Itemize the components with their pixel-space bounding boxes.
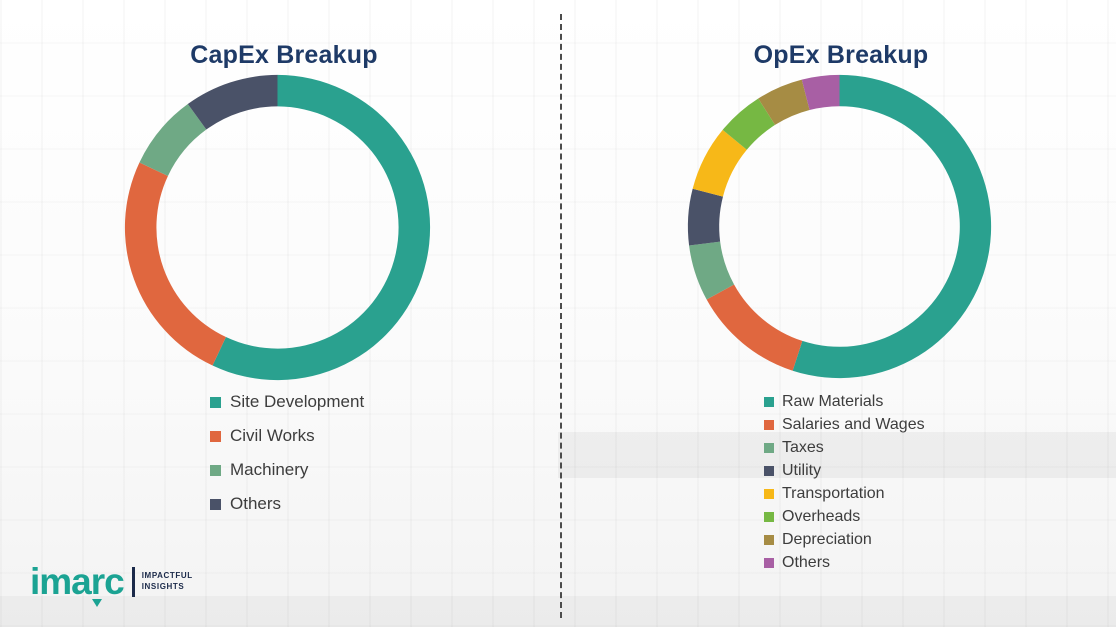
- imarc-logo-triangle-icon: [92, 599, 102, 607]
- legend-label: Civil Works: [230, 426, 315, 445]
- donut-segment-others: [187, 74, 278, 130]
- legend-item-transportation: Transportation: [764, 484, 925, 503]
- legend-item-civil-works: Civil Works: [210, 425, 364, 447]
- legend-label: Utility: [782, 461, 822, 479]
- donut-segment-utility: [687, 188, 723, 246]
- legend-item-others: Others: [764, 553, 925, 572]
- legend-label: Others: [782, 553, 831, 571]
- legend-swatch: [764, 511, 774, 522]
- capex-title: CapEx Breakup: [190, 40, 378, 69]
- legend-swatch: [764, 534, 774, 545]
- legend-swatch: [764, 465, 774, 476]
- background-texture-band-bottom: [0, 596, 1116, 627]
- legend-swatch: [210, 498, 221, 510]
- donut-segment-civil-works: [124, 162, 226, 366]
- donut-segment-salaries-and-wages: [706, 284, 803, 371]
- tagline-line1: IMPACTFUL: [141, 570, 193, 580]
- donut-segment-machinery: [139, 104, 207, 176]
- legend-item-others: Others: [210, 493, 364, 515]
- capex-legend: Site Development Civil Works Machinery Othe…: [210, 391, 364, 527]
- donut-segment-transportation: [692, 129, 747, 197]
- legend-swatch: [210, 464, 221, 476]
- legend-label: Raw Materials: [782, 392, 884, 410]
- opex-donut-chart: [687, 74, 992, 379]
- legend-item-utility: Utility: [764, 461, 925, 480]
- legend-label: Depreciation: [782, 530, 872, 548]
- legend-item-salaries-and-wages: Salaries and Wages: [764, 415, 925, 434]
- legend-item-overheads: Overheads: [764, 507, 925, 526]
- imarc-logo: imarc IMPACTFUL INSIGHTS: [30, 561, 193, 607]
- legend-item-depreciation: Depreciation: [764, 530, 925, 549]
- background-texture-band: [558, 432, 1116, 478]
- legend-label: Machinery: [230, 460, 309, 479]
- legend-swatch: [764, 442, 774, 453]
- imarc-logo-tagline: IMPACTFUL INSIGHTS: [142, 571, 193, 593]
- legend-label: Transportation: [782, 484, 885, 502]
- imarc-logo-divider: [131, 566, 135, 597]
- donut-segment-overheads: [722, 98, 776, 150]
- legend-item-site-development: Site Development: [210, 391, 364, 413]
- donut-segment-taxes: [689, 241, 735, 300]
- donut-segment-raw-materials: [792, 74, 992, 379]
- legend-label: Overheads: [782, 507, 861, 525]
- legend-swatch: [764, 488, 774, 499]
- legend-item-taxes: Taxes: [764, 438, 925, 457]
- legend-label: Site Development: [230, 392, 365, 411]
- opex-legend: Raw Materials Salaries and Wages Taxes Util…: [764, 392, 925, 576]
- divider-dashed-line: [560, 14, 562, 618]
- legend-swatch: [210, 396, 221, 408]
- legend-item-machinery: Machinery: [210, 459, 364, 481]
- donut-segment-depreciation: [758, 79, 810, 125]
- opex-title: OpEx Breakup: [753, 40, 929, 69]
- legend-swatch: [764, 557, 774, 568]
- imarc-logo-text: imarc: [30, 561, 125, 602]
- legend-label: Others: [230, 494, 282, 513]
- legend-label: Taxes: [782, 438, 824, 456]
- tagline-line2: INSIGHTS: [141, 581, 185, 591]
- legend-swatch: [210, 430, 221, 442]
- donut-segment-others: [801, 74, 840, 110]
- donut-segment-site-development: [212, 74, 431, 381]
- legend-swatch: [764, 419, 774, 430]
- capex-donut-chart: [124, 74, 431, 381]
- legend-item-raw-materials: Raw Materials: [764, 392, 925, 411]
- legend-label: Salaries and Wages: [782, 415, 925, 433]
- legend-swatch: [764, 396, 774, 407]
